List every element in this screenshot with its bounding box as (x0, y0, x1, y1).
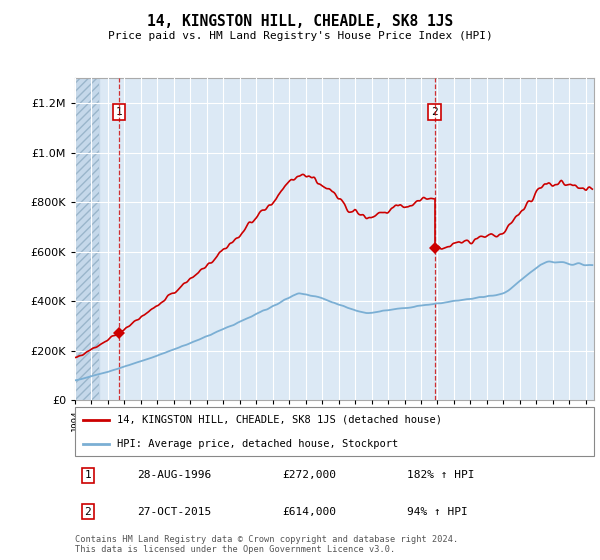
FancyBboxPatch shape (75, 407, 594, 456)
Text: Price paid vs. HM Land Registry's House Price Index (HPI): Price paid vs. HM Land Registry's House … (107, 31, 493, 41)
Text: 2: 2 (85, 507, 91, 517)
Text: £614,000: £614,000 (283, 507, 337, 517)
Text: 14, KINGSTON HILL, CHEADLE, SK8 1JS (detached house): 14, KINGSTON HILL, CHEADLE, SK8 1JS (det… (116, 415, 442, 425)
Text: 2: 2 (431, 107, 438, 117)
Text: Contains HM Land Registry data © Crown copyright and database right 2024.
This d: Contains HM Land Registry data © Crown c… (75, 535, 458, 554)
Text: 14, KINGSTON HILL, CHEADLE, SK8 1JS: 14, KINGSTON HILL, CHEADLE, SK8 1JS (147, 14, 453, 29)
Bar (75, 78, 99, 400)
Text: 1: 1 (85, 470, 91, 480)
Text: 94% ↑ HPI: 94% ↑ HPI (407, 507, 468, 517)
Bar (75, 78, 99, 400)
Text: £272,000: £272,000 (283, 470, 337, 480)
Text: 28-AUG-1996: 28-AUG-1996 (137, 470, 212, 480)
Text: 27-OCT-2015: 27-OCT-2015 (137, 507, 212, 517)
Text: 1: 1 (115, 107, 122, 117)
Text: HPI: Average price, detached house, Stockport: HPI: Average price, detached house, Stoc… (116, 438, 398, 449)
Text: 182% ↑ HPI: 182% ↑ HPI (407, 470, 475, 480)
